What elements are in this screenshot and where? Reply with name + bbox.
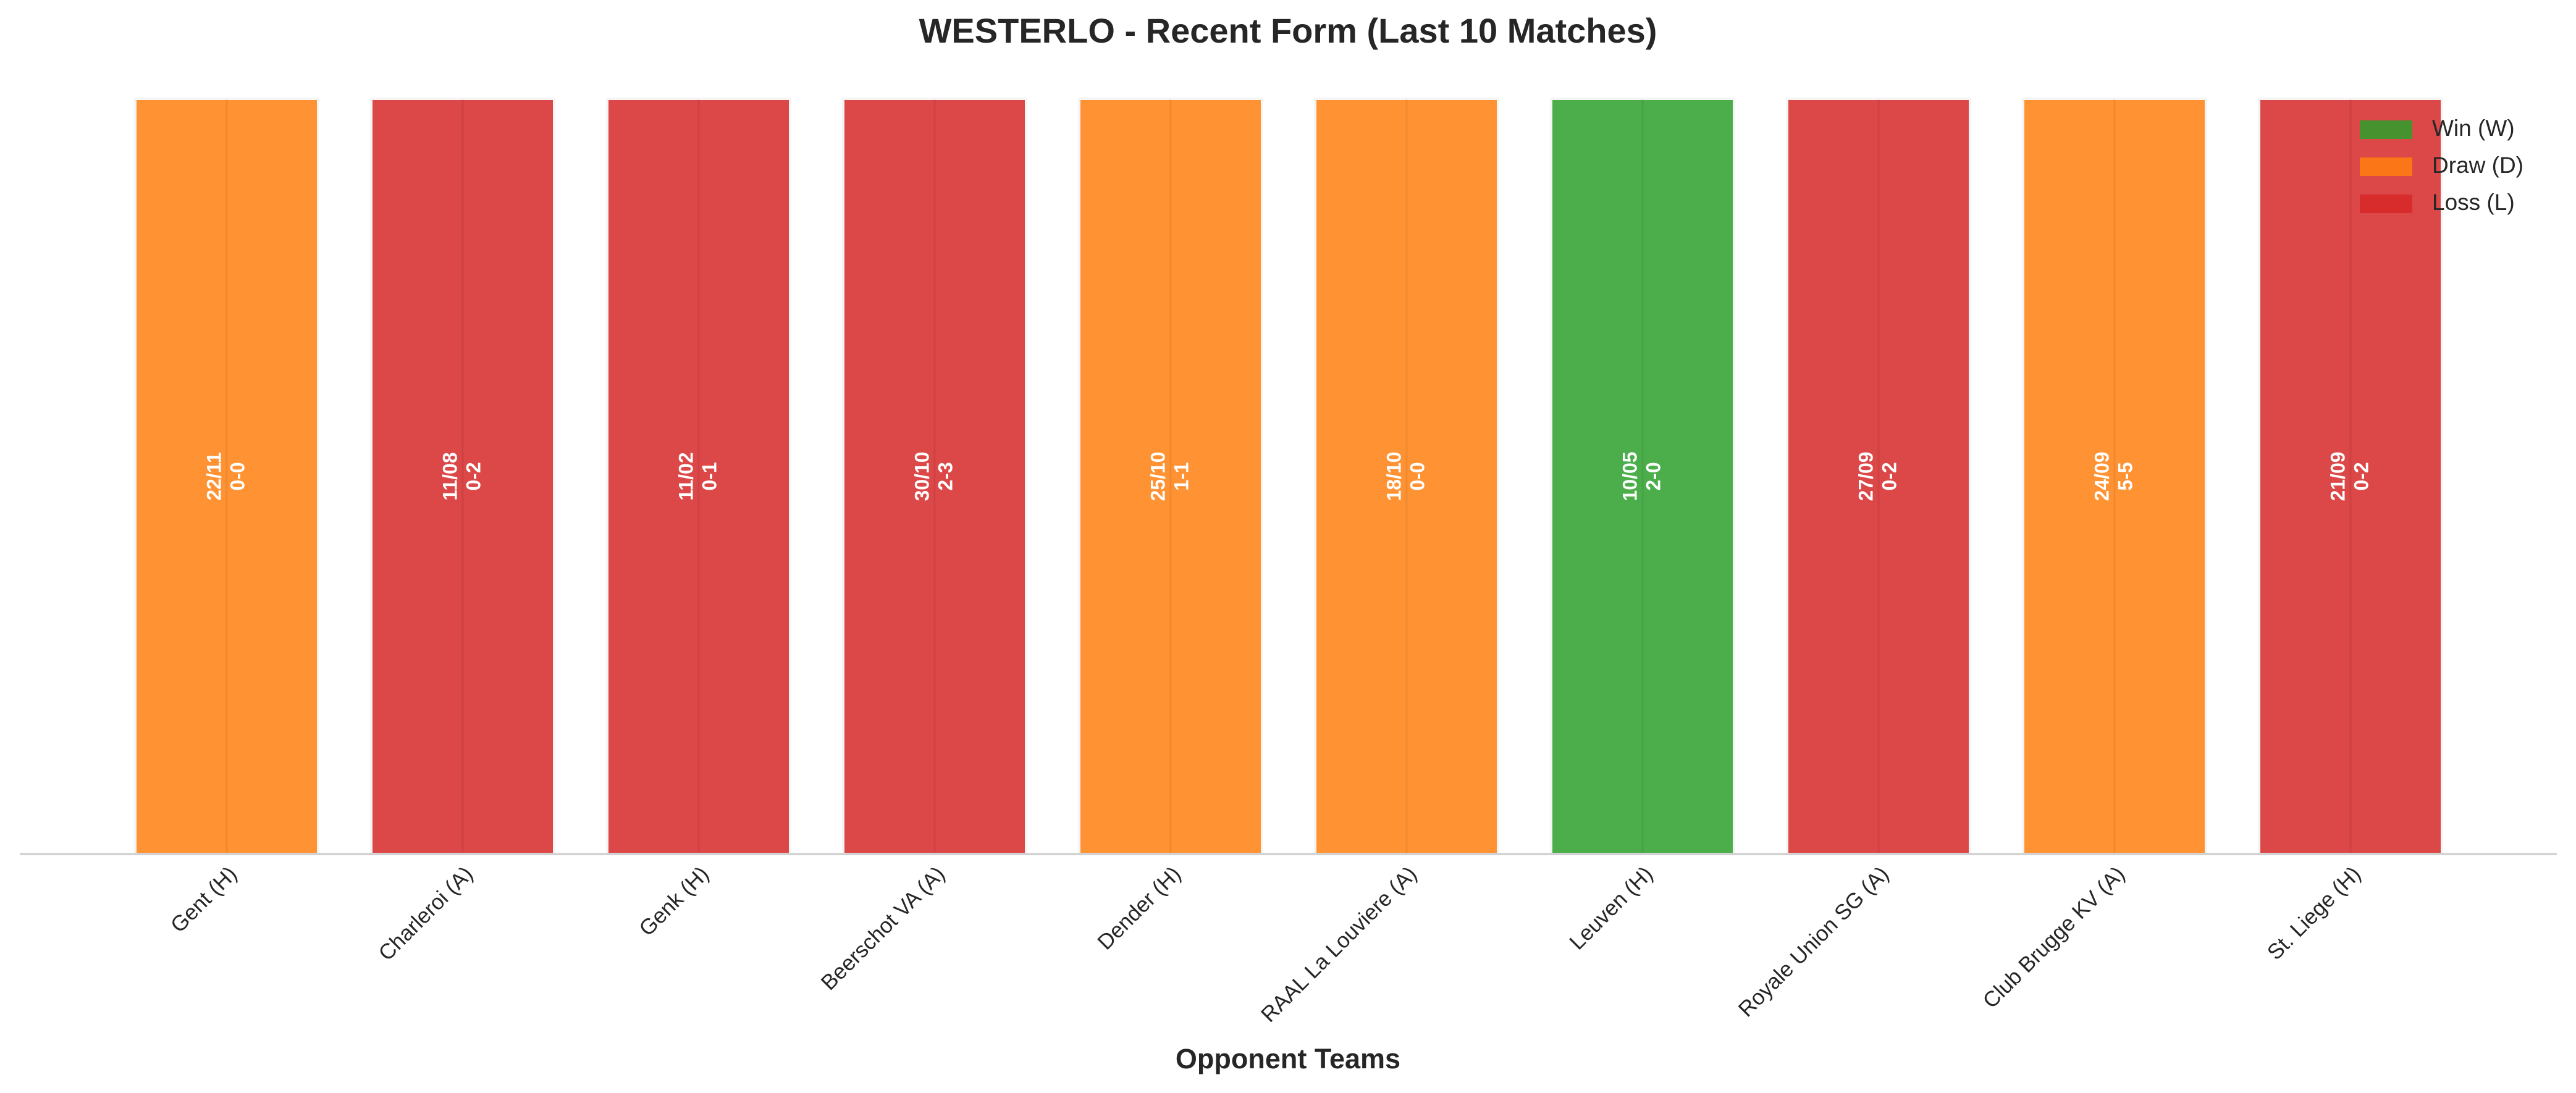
bar-label: 18/10 0-0	[1383, 451, 1428, 501]
bar-score: 5-5	[2114, 462, 2136, 490]
bar	[370, 98, 555, 855]
x-axis-label: Opponent Teams	[1176, 1043, 1400, 1074]
bar	[2258, 98, 2443, 855]
bar-score: 0-2	[2350, 462, 2372, 490]
x-tick-label: Leuven (H)	[1565, 862, 1657, 955]
bar-date: 30/10	[911, 451, 933, 501]
bar-label: 22/11 0-0	[203, 452, 248, 500]
bar	[1550, 98, 1735, 855]
legend-swatch	[2360, 120, 2412, 139]
bar-label: 11/02 0-1	[675, 452, 720, 500]
bar-date: 10/05	[1618, 451, 1641, 501]
bar-date: 27/09	[1854, 451, 1877, 501]
bar-score: 2-3	[934, 462, 956, 490]
bar-label: 10/05 2-0	[1618, 451, 1664, 501]
x-tick-label: Royale Union SG (A)	[1734, 862, 1894, 1022]
x-tick-label: St. Liege (H)	[2263, 862, 2366, 965]
bar	[1314, 98, 1499, 855]
bar-label: 24/09 5-5	[2090, 451, 2136, 501]
x-tick-label: Dender (H)	[1093, 862, 1185, 955]
bar	[842, 98, 1027, 855]
bar-label: 11/08 0-2	[439, 452, 484, 500]
bar-score: 0-2	[1878, 462, 1900, 490]
x-tick-label: Genk (H)	[634, 862, 713, 941]
bar-date: 11/02	[675, 452, 697, 500]
bar	[134, 98, 319, 855]
legend-label: Loss (L)	[2432, 190, 2515, 215]
bar-score: 0-0	[226, 462, 248, 490]
legend-label: Win (W)	[2432, 115, 2515, 141]
bar-date: 18/10	[1383, 451, 1405, 501]
bar	[606, 98, 791, 855]
legend-swatch	[2360, 157, 2412, 176]
bar-label: 25/10 1-1	[1147, 451, 1192, 501]
bar-score: 1-1	[1170, 462, 1192, 490]
x-tick-label: RAAL La Louviere (A)	[1256, 862, 1421, 1027]
bar-score: 0-2	[462, 462, 484, 490]
legend-label: Draw (D)	[2432, 153, 2523, 178]
x-tick-label: Gent (H)	[166, 862, 242, 937]
bar-date: 21/09	[2326, 451, 2349, 501]
bar-label: 21/09 0-2	[2326, 451, 2372, 501]
bar	[1078, 98, 1263, 855]
legend-swatch	[2360, 195, 2412, 213]
bar-date: 11/08	[439, 452, 461, 500]
chart-title: WESTERLO - Recent Form (Last 10 Matches)	[919, 11, 1657, 50]
bar-score: 2-0	[1642, 462, 1664, 490]
bar-score: 0-1	[698, 462, 720, 490]
bar-date: 22/11	[203, 452, 225, 500]
bar-label: 27/09 0-2	[1854, 451, 1900, 501]
bar-label: 30/10 2-3	[911, 451, 956, 501]
bar-date: 25/10	[1147, 451, 1169, 501]
bar-score: 0-0	[1406, 462, 1428, 490]
x-tick-label: Beerschot VA (A)	[817, 862, 950, 995]
x-tick-label: Charleroi (A)	[374, 862, 478, 966]
x-tick-label: Club Brugge KV (A)	[1978, 862, 2129, 1013]
bar-date: 24/09	[2090, 451, 2113, 501]
